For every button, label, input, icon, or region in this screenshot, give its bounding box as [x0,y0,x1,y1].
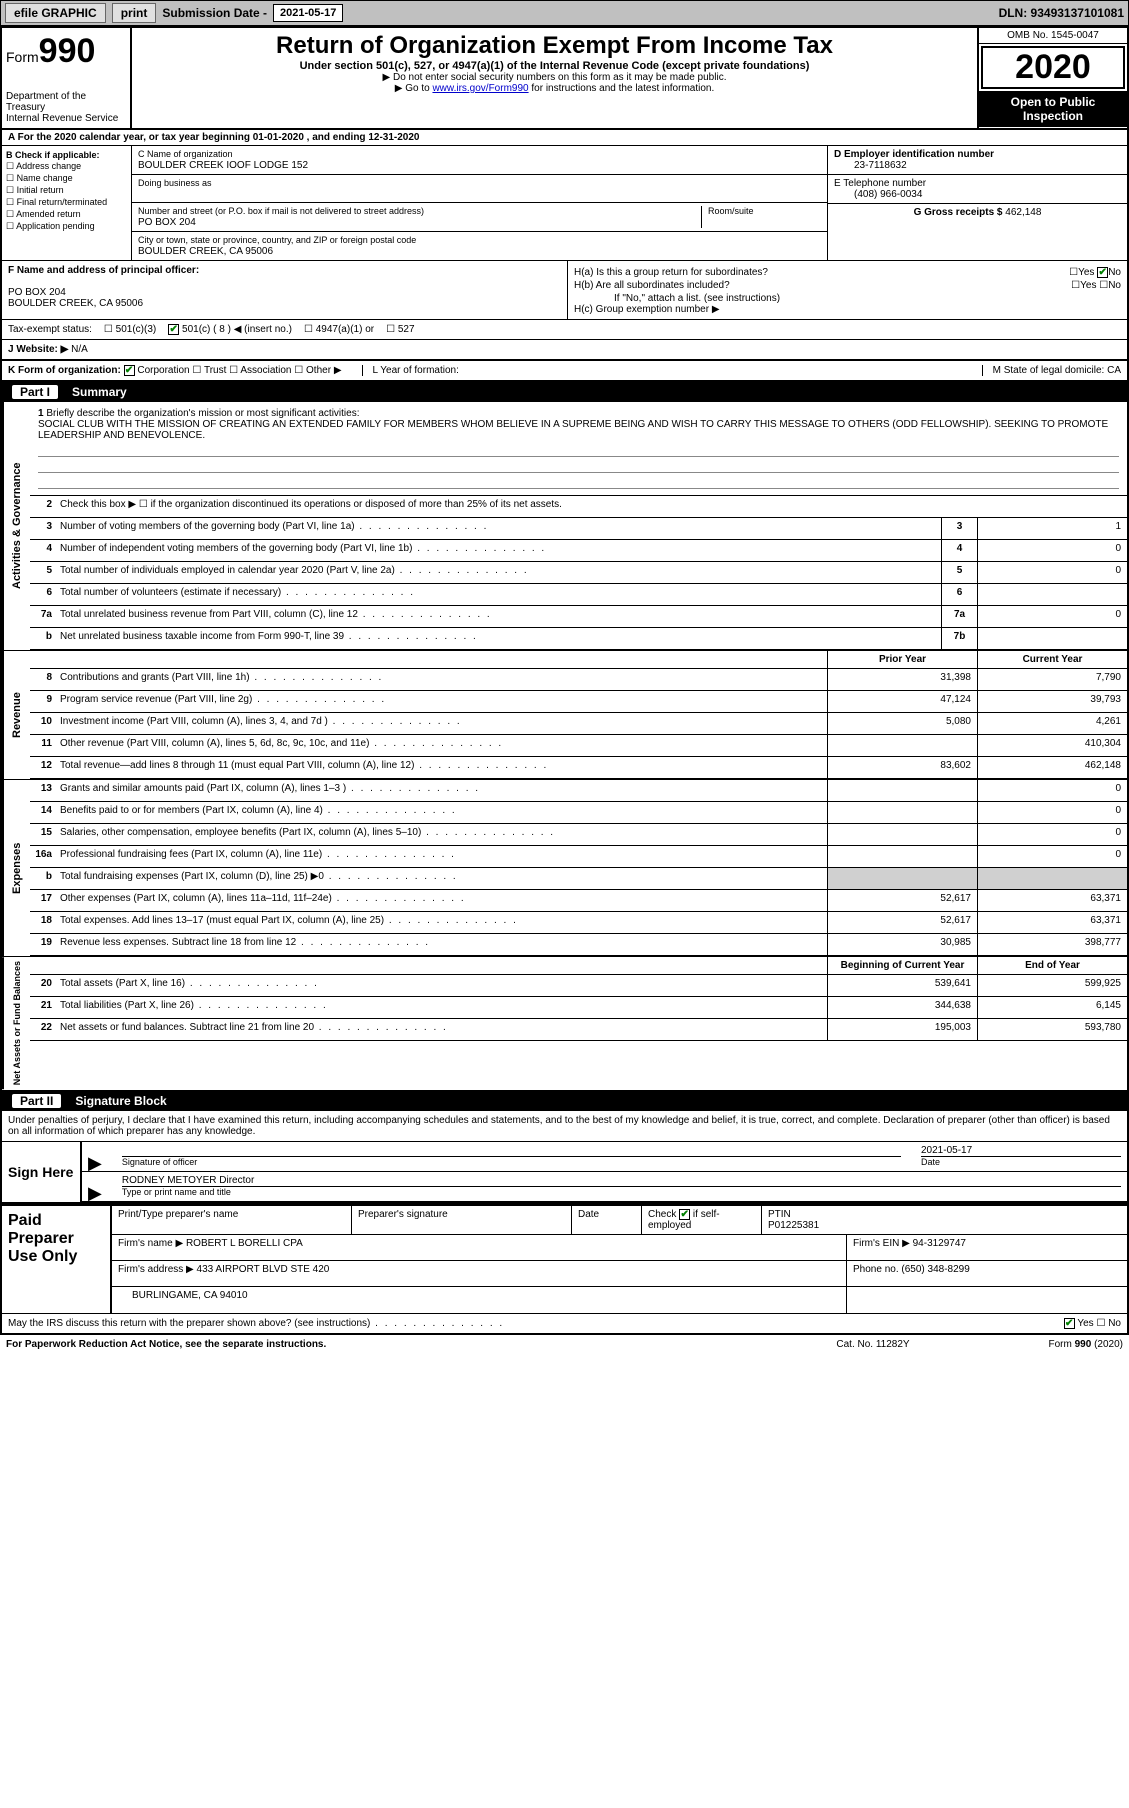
header-left: Form990 Department of the Treasury Inter… [2,28,132,128]
header-title: Return of Organization Exempt From Incom… [132,28,977,128]
form-of-org: K Form of organization: Corporation ☐ Tr… [2,361,1127,382]
top-toolbar: efile GRAPHIC print Submission Date - 20… [0,0,1129,26]
line-row: bNet unrelated business taxable income f… [30,628,1127,650]
page-footer: For Paperwork Reduction Act Notice, see … [0,1335,1129,1354]
discuss-yes-checkbox[interactable] [1064,1318,1075,1329]
side-governance: Activities & Governance [2,402,30,650]
line-row: 6Total number of volunteers (estimate if… [30,584,1127,606]
corp-checkbox[interactable] [124,365,135,376]
discuss-row: May the IRS discuss this return with the… [2,1313,1127,1333]
gross-receipts: 462,148 [1005,207,1041,218]
dln: DLN: 93493137101081 [999,6,1124,20]
line-row: 21Total liabilities (Part X, line 26)344… [30,997,1127,1019]
part-2-header: Part IISignature Block [2,1091,1127,1111]
line-row: 20Total assets (Part X, line 16)539,6415… [30,975,1127,997]
line-row: 14Benefits paid to or for members (Part … [30,802,1127,824]
line-row: 11Other revenue (Part VIII, column (A), … [30,735,1127,757]
firm-name: ROBERT L BORELLI CPA [186,1238,303,1249]
return-title: Return of Organization Exempt From Incom… [140,32,969,60]
line-row: 19Revenue less expenses. Subtract line 1… [30,934,1127,956]
line-row: bTotal fundraising expenses (Part IX, co… [30,868,1127,890]
tax-year-row: A For the 2020 calendar year, or tax yea… [2,130,1127,146]
self-employed-checkbox[interactable] [679,1209,690,1220]
firm-ein: 94-3129747 [913,1238,966,1249]
mission-text: SOCIAL CLUB WITH THE MISSION OF CREATING… [38,419,1108,441]
signature-block: Under penalties of perjury, I declare th… [2,1111,1127,1204]
line-row: 18Total expenses. Add lines 13–17 (must … [30,912,1127,934]
org-info: C Name of organizationBOULDER CREEK IOOF… [132,146,827,260]
line-row: 17Other expenses (Part IX, column (A), l… [30,890,1127,912]
paid-preparer: Paid Preparer Use Only Print/Type prepar… [2,1204,1127,1313]
line-row: 15Salaries, other compensation, employee… [30,824,1127,846]
preparer-phone: (650) 348-8299 [901,1264,969,1275]
side-expenses: Expenses [2,780,30,956]
print-button[interactable]: print [112,3,157,23]
line-row: 8Contributions and grants (Part VIII, li… [30,669,1127,691]
line-row: 9Program service revenue (Part VIII, lin… [30,691,1127,713]
efile-label: efile GRAPHIC [5,3,106,23]
ptin: P01225381 [768,1220,819,1231]
line-row: 2Check this box ▶ ☐ if the organization … [30,496,1127,518]
line-row: 16aProfessional fundraising fees (Part I… [30,846,1127,868]
principal-officer: F Name and address of principal officer:… [2,261,567,319]
tax-exempt-status: Tax-exempt status: ☐ 501(c)(3) 501(c) ( … [2,320,1127,340]
submission-date: 2021-05-17 [273,4,343,22]
line-row: 3Number of voting members of the governi… [30,518,1127,540]
irs-link[interactable]: www.irs.gov/Form990 [432,83,528,94]
line-row: 5Total number of individuals employed in… [30,562,1127,584]
501c-checkbox[interactable] [168,324,179,335]
line-row: 10Investment income (Part VIII, column (… [30,713,1127,735]
website-row: J Website: ▶ N/A [2,340,1127,361]
line-row: 12Total revenue—add lines 8 through 11 (… [30,757,1127,779]
officer-name: RODNEY METOYER Director [122,1175,254,1186]
line-row: 7aTotal unrelated business revenue from … [30,606,1127,628]
line-row: 4Number of independent voting members of… [30,540,1127,562]
mission-question: 1 Briefly describe the organization's mi… [30,402,1127,496]
side-revenue: Revenue [2,651,30,779]
ha-no-checkbox[interactable] [1097,267,1108,278]
org-address: PO BOX 204 [138,217,196,228]
phone: (408) 966-0034 [834,189,922,200]
header-right: OMB No. 1545-0047 2020 Open to Public In… [977,28,1127,128]
form-990: Form990 Department of the Treasury Inter… [0,26,1129,1335]
submission-date-label: Submission Date - [162,6,267,20]
check-if-applicable: B Check if applicable: ☐ Address change … [2,146,132,260]
line-row: 13Grants and similar amounts paid (Part … [30,780,1127,802]
ein-phone: D Employer identification number23-71186… [827,146,1127,260]
line-row: 22Net assets or fund balances. Subtract … [30,1019,1127,1041]
group-return: H(a) Is this a group return for subordin… [567,261,1127,319]
sign-here-label: Sign Here [2,1142,82,1202]
org-name: BOULDER CREEK IOOF LODGE 152 [138,160,308,171]
ein: 23-7118632 [834,160,907,171]
part-1-header: Part ISummary [2,382,1127,402]
side-net-assets: Net Assets or Fund Balances [2,957,30,1089]
